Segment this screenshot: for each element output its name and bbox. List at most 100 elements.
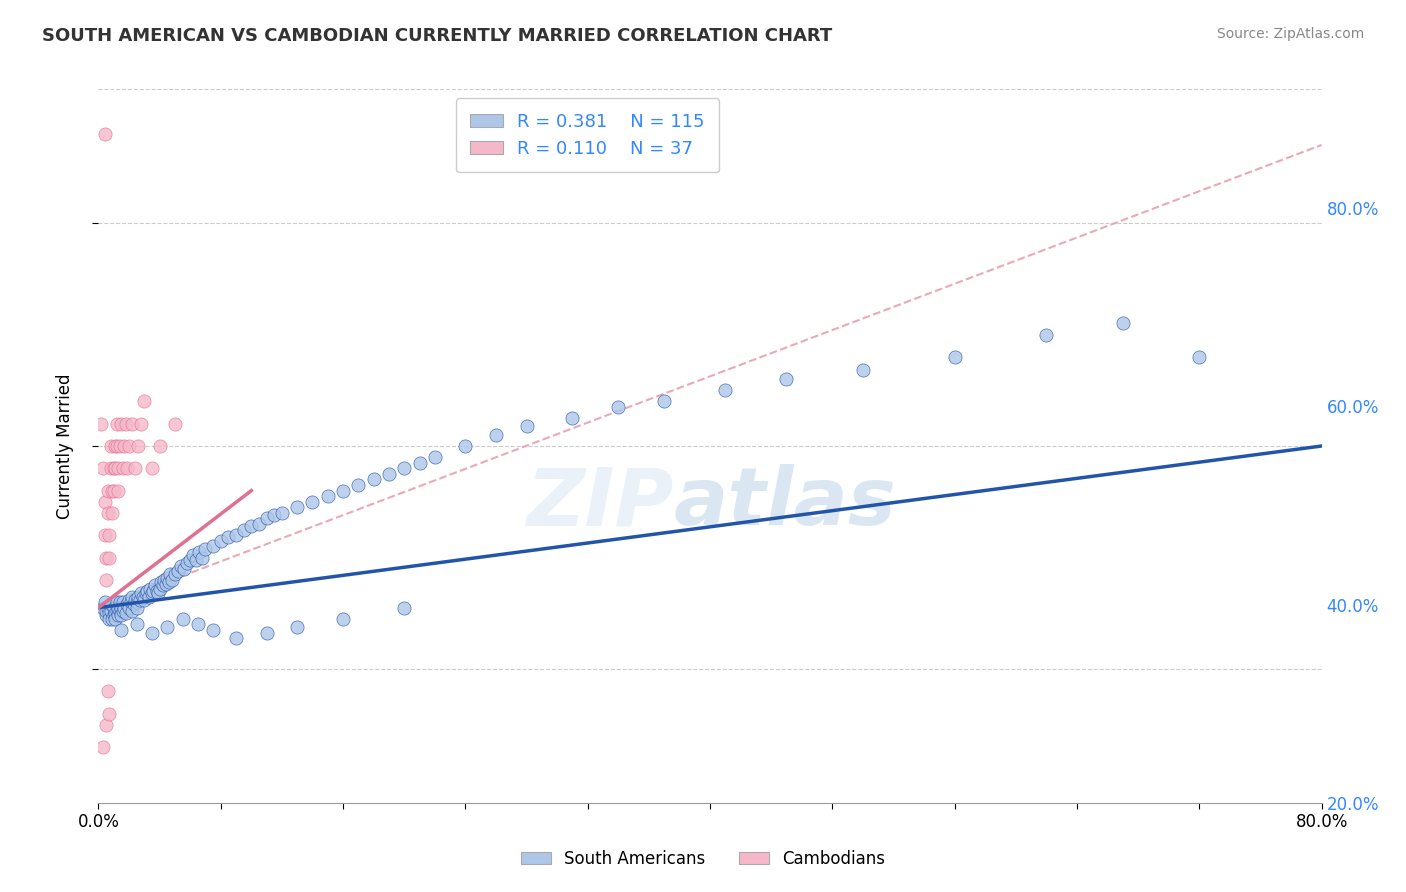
Point [98,612,121,626]
Point [149,582,172,596]
Point [124,593,146,607]
Point [301,494,323,508]
Point [91,740,114,755]
Point [93,528,115,542]
Point [132,590,155,604]
Point [91,600,114,615]
Point [225,631,247,645]
Point [118,593,141,607]
Point [111,595,134,609]
Point [247,517,270,532]
Point [107,461,129,475]
Point [202,539,225,553]
Point [1188,350,1211,364]
Point [98,607,121,621]
Point [163,567,186,582]
Point [149,439,172,453]
Text: SOUTH AMERICAN VS CAMBODIAN CURRENTLY MARRIED CORRELATION CHART: SOUTH AMERICAN VS CAMBODIAN CURRENTLY MA… [42,27,832,45]
Point [209,533,232,548]
Point [100,461,122,475]
Point [607,400,630,414]
Point [187,617,209,632]
Point [101,612,124,626]
Point [202,623,225,637]
Point [157,575,180,590]
Point [97,506,120,520]
Text: Source: ZipAtlas.com: Source: ZipAtlas.com [1216,27,1364,41]
Point [108,595,131,609]
Point [105,595,128,609]
Point [775,372,797,386]
Point [561,411,583,425]
Point [115,607,138,621]
Point [94,604,117,618]
Point [392,461,416,475]
Point [142,584,165,599]
Point [110,417,132,431]
Point [127,439,149,453]
Point [332,483,354,498]
Point [128,593,150,607]
Point [107,483,129,498]
Point [408,456,430,470]
Point [121,417,143,431]
Point [125,617,148,632]
Point [232,523,254,537]
Point [378,467,401,481]
Point [94,717,117,731]
Point [179,553,201,567]
Point [97,483,120,498]
Point [107,600,129,615]
Point [181,548,204,563]
Point [285,620,308,634]
Legend: R = 0.381    N = 115, R = 0.110    N = 37: R = 0.381 N = 115, R = 0.110 N = 37 [456,98,720,172]
Point [94,550,117,565]
Point [332,612,354,626]
Point [94,608,117,623]
Point [145,584,167,599]
Point [97,684,120,698]
Point [141,461,163,475]
Point [111,604,134,618]
Point [152,578,174,592]
Point [105,604,128,618]
Y-axis label: Currently Married: Currently Married [56,373,75,519]
Point [98,550,121,565]
Point [118,439,141,453]
Point [112,600,135,615]
Point [270,506,292,520]
Point [191,550,214,565]
Point [121,604,143,618]
Point [103,483,125,498]
Point [134,593,156,607]
Point [188,545,211,559]
Point [103,600,125,615]
Point [141,586,163,600]
Point [127,590,149,604]
Point [108,439,131,453]
Point [167,564,190,578]
Point [225,528,247,542]
Point [121,590,143,604]
Legend: South Americans, Cambodians: South Americans, Cambodians [515,844,891,875]
Point [110,623,132,637]
Point [129,417,152,431]
Point [263,508,285,523]
Point [105,439,128,453]
Point [1035,327,1057,342]
Point [118,600,141,615]
Point [107,608,129,623]
Point [852,363,875,377]
Point [163,417,186,431]
Point [217,530,239,544]
Point [98,706,121,721]
Point [714,384,737,398]
Point [943,350,966,364]
Point [111,461,134,475]
Point [98,528,121,542]
Point [516,419,538,434]
Point [485,428,508,442]
Point [146,586,169,600]
Point [124,461,146,475]
Point [101,483,124,498]
